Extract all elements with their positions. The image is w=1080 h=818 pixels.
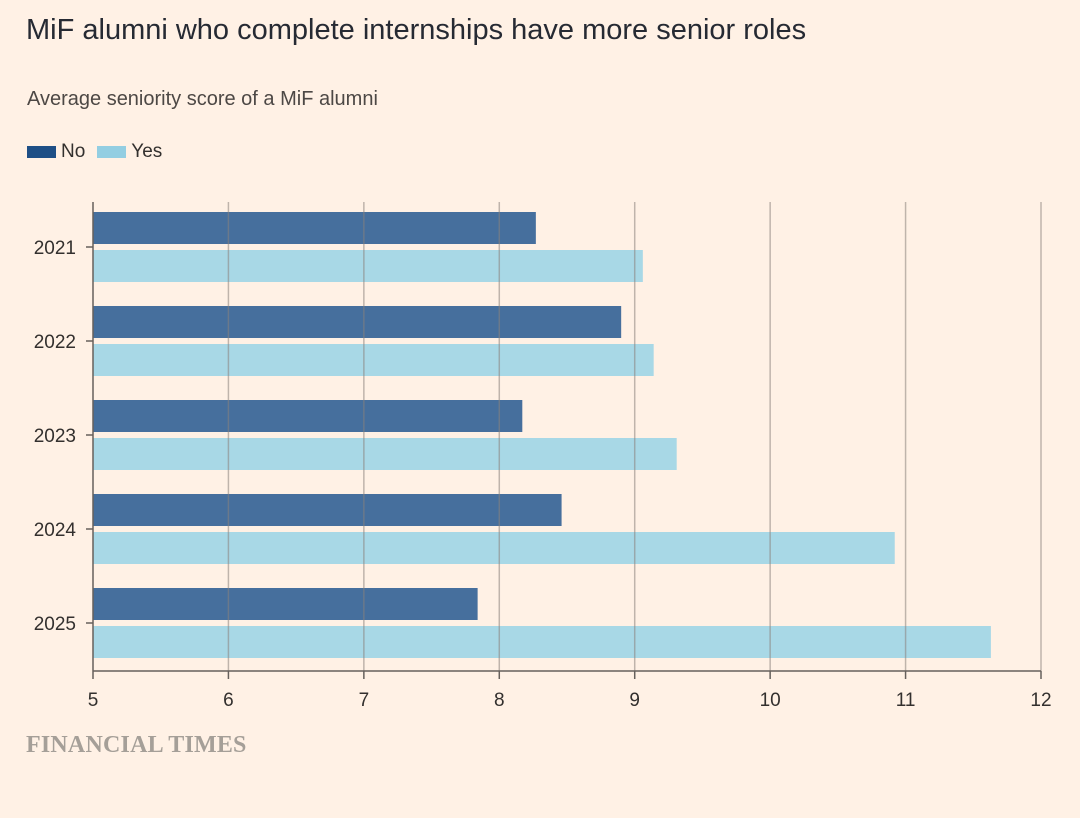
legend-item-yes: Yes [97, 141, 162, 163]
x-tick-label-8: 8 [494, 690, 505, 711]
y-tick-label-2023: 2023 [34, 426, 76, 447]
source-logo: FINANCIAL TIMES [26, 732, 247, 758]
bar-no-2025 [93, 588, 478, 620]
x-tick-label-10: 10 [760, 690, 781, 711]
bar-yes-2024 [93, 532, 895, 564]
x-tick-label-11: 11 [896, 690, 916, 711]
legend-label-no: No [61, 141, 86, 162]
x-tick-label-12: 12 [1030, 690, 1051, 711]
y-tick-label-2021: 2021 [34, 238, 76, 259]
bar-yes-2021 [93, 250, 643, 282]
legend: No Yes [27, 141, 174, 163]
x-tick-label-5: 5 [88, 690, 99, 711]
bar-no-2021 [93, 212, 536, 244]
legend-swatch-no [27, 146, 56, 158]
legend-swatch-yes [97, 146, 127, 158]
chart-subtitle: Average seniority score of a MiF alumni [27, 88, 378, 110]
bar-yes-2022 [93, 344, 654, 376]
legend-item-no: No [27, 141, 85, 163]
x-tick-label-6: 6 [223, 690, 234, 711]
x-tick-label-7: 7 [359, 690, 370, 711]
bar-yes-2023 [93, 438, 677, 470]
bar-no-2023 [93, 400, 523, 432]
bar-no-2024 [93, 494, 562, 526]
y-tick-label-2025: 2025 [34, 614, 76, 635]
bar-no-2022 [93, 306, 622, 338]
y-tick-label-2022: 2022 [34, 332, 76, 353]
x-tick-label-9: 9 [629, 690, 640, 711]
chart-title: MiF alumni who complete internships have… [26, 14, 807, 46]
legend-label-yes: Yes [131, 141, 163, 162]
bar-yes-2025 [93, 626, 991, 658]
y-tick-label-2024: 2024 [34, 520, 77, 541]
